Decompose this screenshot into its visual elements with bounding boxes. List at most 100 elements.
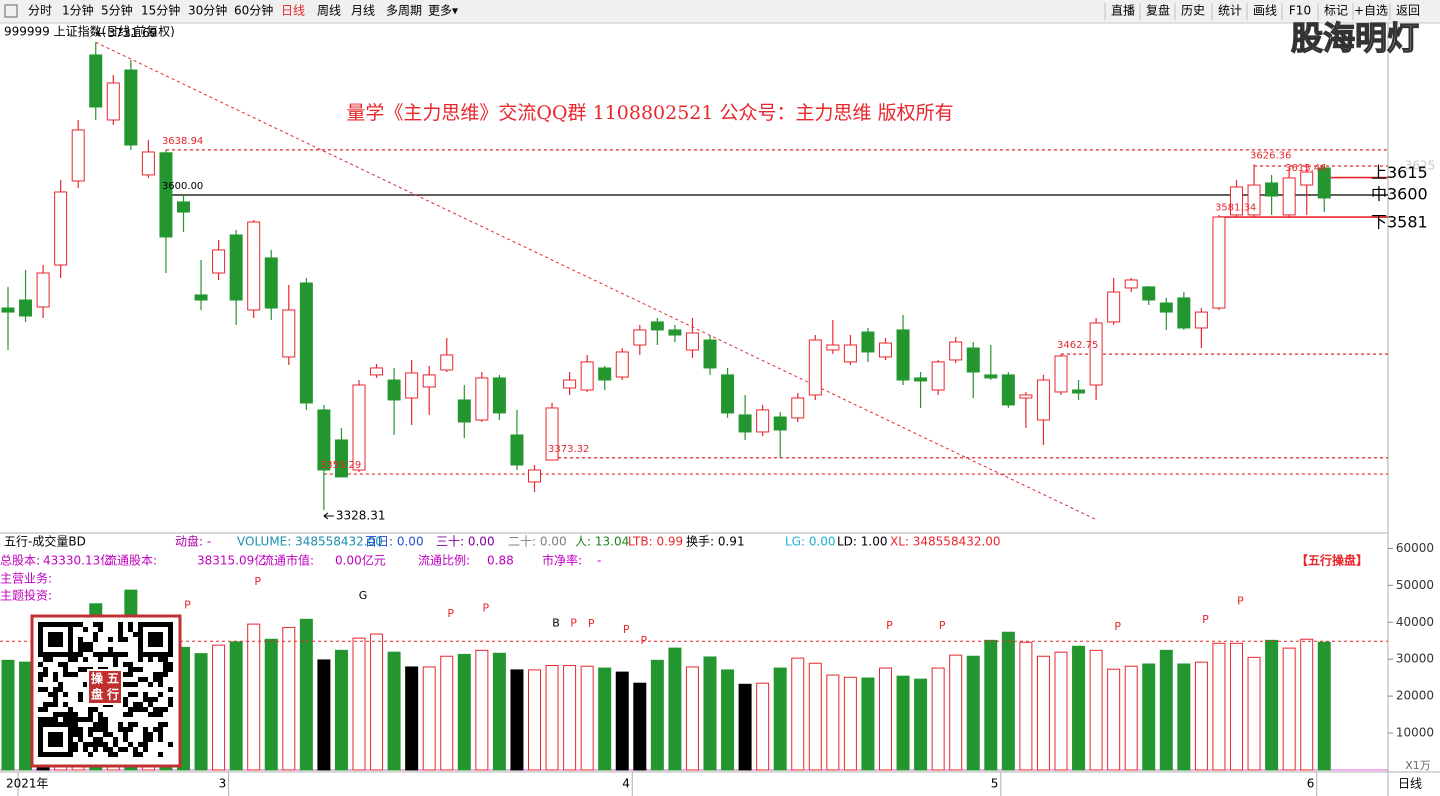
- signal: B: [552, 616, 560, 629]
- toolbar-button[interactable]: 标记: [1324, 4, 1348, 18]
- qr-module: [138, 752, 143, 757]
- qr-module: [73, 717, 78, 722]
- toolbar-button[interactable]: 画线: [1253, 4, 1277, 18]
- qr-module: [98, 622, 103, 627]
- volume-bar: [299, 618, 313, 771]
- volume-bar: [931, 667, 945, 771]
- qr-module: [88, 647, 93, 652]
- volume-bar: [1159, 649, 1173, 771]
- qr-module: [163, 722, 168, 727]
- period-tab[interactable]: 60分钟: [234, 3, 273, 18]
- qr-module: [143, 707, 148, 712]
- info-field: 0.88: [487, 554, 514, 568]
- period-tab[interactable]: 分时: [28, 4, 52, 18]
- period-tab[interactable]: 月线: [351, 4, 375, 18]
- indicator-value: 人: 13.04: [575, 535, 629, 549]
- qr-module: [113, 742, 118, 747]
- toolbar-button[interactable]: 复盘: [1146, 3, 1170, 18]
- qr-module: [123, 652, 128, 657]
- qr-module: [158, 752, 163, 757]
- toolbar-button[interactable]: 返回: [1396, 4, 1420, 18]
- toolbar-button[interactable]: 统计: [1218, 4, 1242, 18]
- volume-bar: [1001, 631, 1015, 771]
- candle-body: [422, 374, 436, 388]
- qr-module: [128, 707, 133, 712]
- toolbar-button[interactable]: +自选: [1354, 4, 1388, 18]
- qr-module: [68, 657, 73, 662]
- volume-bar: [1072, 645, 1086, 771]
- qr-module: [163, 662, 168, 667]
- qr-module: [48, 692, 53, 697]
- qr-module: [78, 737, 83, 742]
- qr-module: [83, 742, 88, 747]
- qr-module: [103, 742, 108, 747]
- candle-body: [773, 416, 787, 431]
- price-label: 3581.34: [1215, 203, 1256, 214]
- qr-module: [83, 642, 88, 647]
- qr-module: [88, 707, 93, 712]
- qr-module: [73, 727, 78, 732]
- period-tab[interactable]: 5分钟: [101, 3, 133, 18]
- toolbar-button[interactable]: 直播: [1111, 4, 1135, 18]
- candle-body: [194, 294, 208, 301]
- volume-bar: [808, 662, 822, 771]
- candle-body: [1072, 389, 1086, 394]
- volume-bar: [352, 637, 366, 771]
- period-tab[interactable]: 更多▾: [428, 4, 458, 18]
- qr-module: [63, 702, 68, 707]
- qr-module: [138, 707, 143, 712]
- period-tab[interactable]: 周线: [317, 4, 341, 18]
- menu-icon[interactable]: [4, 4, 18, 18]
- x-tick-label: 6: [1307, 777, 1315, 791]
- qr-module: [118, 652, 123, 657]
- period-tab[interactable]: 1分钟: [62, 3, 94, 18]
- qr-module: [93, 747, 98, 752]
- candle-body: [668, 329, 682, 336]
- qr-module: [88, 742, 93, 747]
- qr-module: [83, 682, 88, 687]
- indicator-value: 换手: 0.91: [686, 535, 745, 549]
- period-label[interactable]: 日线: [1398, 777, 1422, 791]
- qr-module: [78, 732, 83, 737]
- qr-module: [138, 677, 143, 682]
- qr-module: [98, 717, 103, 722]
- toolbar-button[interactable]: F10: [1289, 4, 1311, 18]
- x-tick-label: 2021年: [6, 777, 49, 791]
- qr-module: [78, 622, 83, 627]
- candle-body: [721, 374, 735, 414]
- qr-module: [83, 657, 88, 662]
- qr-module: [123, 682, 128, 687]
- candle-body: [159, 152, 173, 238]
- candle-body: [54, 191, 68, 266]
- candle-body: [650, 321, 664, 331]
- volume-tick-label: 40000: [1396, 615, 1434, 629]
- volume-unit: X1万: [1405, 759, 1431, 772]
- period-tab[interactable]: 15分钟: [141, 3, 180, 18]
- info-field: 流通市值:: [262, 553, 314, 568]
- toolbar-button[interactable]: 历史: [1181, 4, 1205, 18]
- level-marker: 上3615: [1371, 163, 1428, 182]
- signal: P: [254, 575, 261, 588]
- qr-module: [143, 732, 148, 737]
- qr-badge-char: 操: [91, 671, 104, 686]
- qr-module: [123, 672, 128, 677]
- candle-body: [896, 329, 910, 381]
- volume-bar: [1317, 641, 1331, 771]
- period-tab[interactable]: 日线: [281, 4, 305, 18]
- indicator-value: 二十: 0.00: [508, 535, 567, 549]
- signal: P: [623, 623, 630, 636]
- qr-module: [73, 672, 78, 677]
- qr-module: [143, 747, 148, 752]
- volume-bar: [914, 678, 928, 771]
- qr-module: [153, 677, 158, 682]
- qr-module: [93, 707, 98, 712]
- candle-body: [212, 249, 226, 274]
- period-tab[interactable]: 30分钟: [188, 3, 227, 18]
- logo: 股海明灯: [1291, 19, 1419, 57]
- candle-body: [317, 409, 331, 471]
- qr-module: [83, 747, 88, 752]
- price-label: 3328.31: [336, 508, 386, 522]
- period-tab[interactable]: 多周期: [386, 4, 422, 18]
- candle-body: [949, 341, 963, 361]
- volume-bar: [563, 664, 577, 771]
